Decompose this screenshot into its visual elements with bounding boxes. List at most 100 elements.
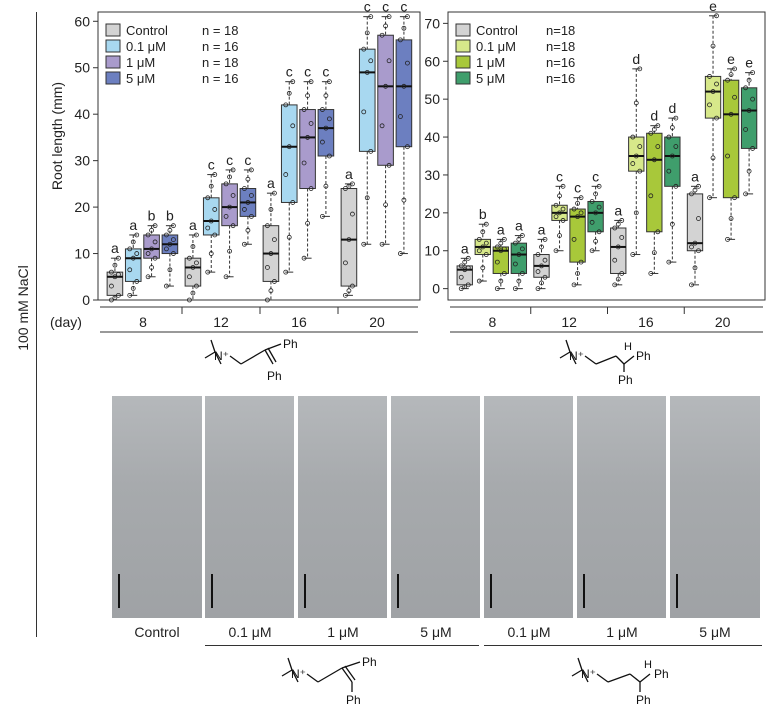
data-point <box>290 200 296 205</box>
data-point <box>364 30 370 36</box>
data-point <box>346 183 352 189</box>
data-point <box>666 134 672 140</box>
day-tick-label: 20 <box>715 314 731 330</box>
data-point <box>230 223 236 229</box>
data-point <box>692 240 698 246</box>
y-tick-label: 20 <box>74 199 90 215</box>
ph-label-top: Ph <box>636 349 651 363</box>
data-point <box>187 274 192 280</box>
data-point <box>308 121 314 126</box>
data-point <box>648 130 654 136</box>
data-point <box>516 236 522 242</box>
data-point <box>368 148 374 154</box>
data-point <box>612 257 618 263</box>
data-point <box>320 139 325 145</box>
data-point <box>689 282 694 288</box>
data-point <box>557 233 562 238</box>
significance-letter: e <box>745 55 753 71</box>
photo-label-b-5: 5 μM <box>699 624 731 640</box>
data-point <box>619 218 625 223</box>
data-point <box>379 241 385 247</box>
data-point <box>494 244 500 250</box>
data-point <box>145 251 151 256</box>
data-point <box>746 77 752 83</box>
data-point <box>689 191 694 197</box>
data-point <box>575 200 580 206</box>
y-tick-label: 40 <box>74 106 90 122</box>
data-point <box>327 116 332 122</box>
data-point <box>398 114 403 119</box>
data-point <box>405 144 410 150</box>
data-point <box>164 283 169 289</box>
data-point <box>127 246 133 252</box>
data-point <box>535 286 541 292</box>
significance-letter: a <box>189 217 197 233</box>
significance-letter: b <box>479 206 487 222</box>
box <box>299 109 316 190</box>
ph-label-top: Ph <box>362 655 377 669</box>
data-point <box>268 207 274 212</box>
legend-label: Control <box>126 23 168 38</box>
box <box>704 75 722 119</box>
box <box>317 109 335 157</box>
y-tick-label: 50 <box>424 91 440 107</box>
data-point <box>480 244 486 250</box>
data-point <box>480 265 486 271</box>
data-point <box>498 278 504 284</box>
structure-bottom-right: N⁺ H Ph Ph <box>571 657 669 707</box>
data-point <box>343 186 348 191</box>
data-point <box>350 211 355 217</box>
data-point <box>710 155 716 161</box>
significance-letter: c <box>574 180 581 196</box>
data-point <box>512 286 518 292</box>
legend-label: Control <box>476 23 518 38</box>
significance-letter: a <box>129 217 137 233</box>
data-point <box>223 181 229 187</box>
data-point <box>109 283 114 289</box>
ph-label-top: Ph <box>654 667 669 681</box>
data-point <box>571 236 577 242</box>
data-point <box>725 153 730 159</box>
box <box>202 197 220 236</box>
data-point <box>208 251 214 256</box>
significance-letter: c <box>400 0 407 15</box>
box <box>280 104 298 203</box>
scale-bar <box>211 574 213 608</box>
y-tick-label: 10 <box>424 243 440 259</box>
data-point <box>265 265 270 270</box>
data-point <box>320 107 325 112</box>
y-tick-label: 70 <box>424 15 440 31</box>
data-point <box>194 232 199 238</box>
data-point <box>249 213 254 219</box>
scale-bar <box>490 574 492 608</box>
data-point <box>386 14 392 20</box>
data-point <box>212 207 218 212</box>
significance-letter: a <box>111 240 119 256</box>
data-point <box>152 255 158 261</box>
data-point <box>732 94 737 100</box>
data-point <box>589 199 595 204</box>
data-point <box>190 290 196 296</box>
significance-letter: a <box>515 218 523 234</box>
data-point <box>290 123 296 129</box>
data-point <box>164 246 169 252</box>
significance-letter: b <box>166 208 174 224</box>
data-point <box>383 23 388 29</box>
plot-frame <box>97 11 421 301</box>
data-point <box>519 233 525 238</box>
data-point <box>272 237 277 243</box>
significance-letter: d <box>668 100 676 116</box>
data-point <box>501 236 507 242</box>
data-point <box>361 241 367 247</box>
data-point <box>746 108 752 113</box>
box <box>740 87 758 149</box>
data-point <box>746 168 752 174</box>
data-point <box>655 229 661 235</box>
data-point <box>458 274 464 280</box>
legend-n: n=18 <box>546 23 575 38</box>
data-point <box>268 251 274 256</box>
data-point <box>553 214 559 220</box>
data-point <box>190 265 196 270</box>
h-label: H <box>644 659 652 671</box>
